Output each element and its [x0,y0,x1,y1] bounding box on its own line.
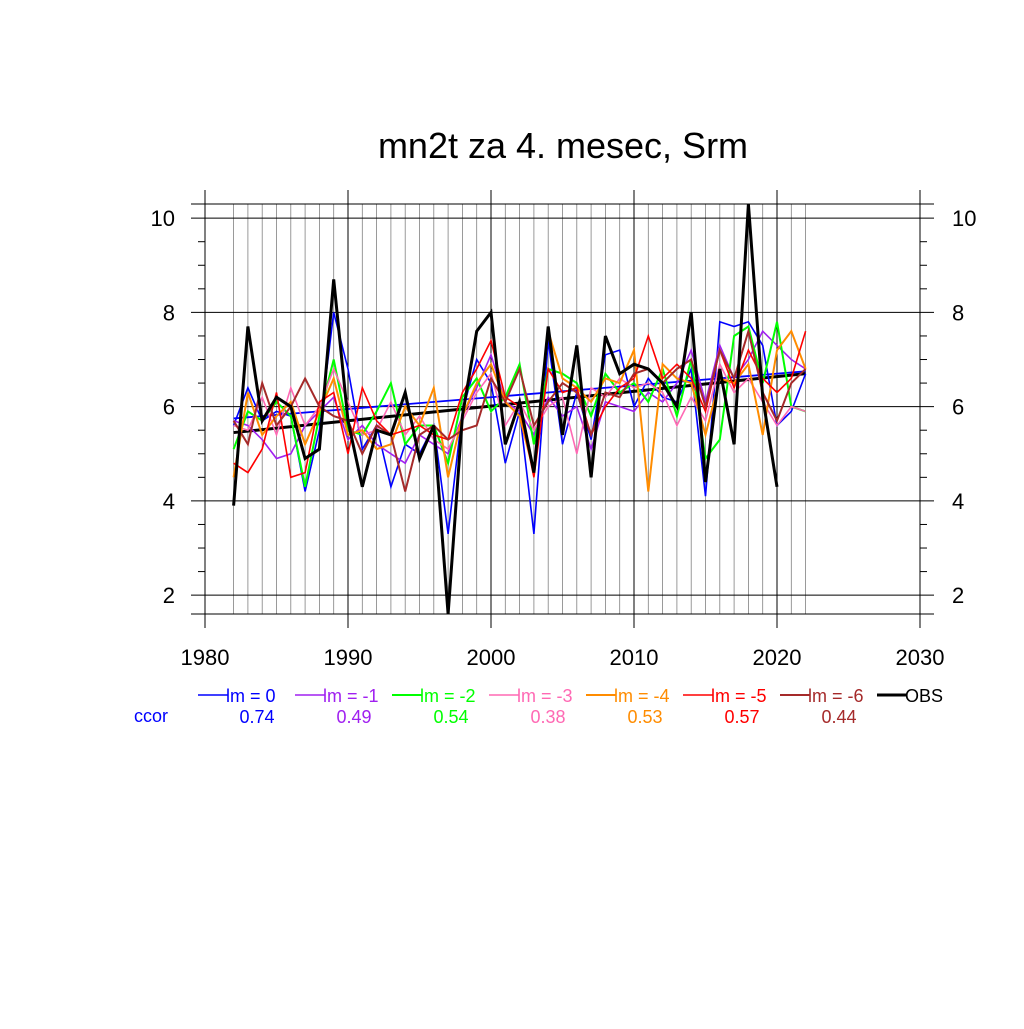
ccor-value: 0.74 [239,707,274,727]
y-tick-label-left: 6 [163,395,175,420]
x-tick-label: 2020 [753,645,802,670]
legend-label: OBS [905,686,943,706]
y-tick-label-right: 8 [952,300,964,325]
axes-layer: 2 2 4 4 6 6 8 8 10 10 1980 1990 2000 2010 2020 2030 [151,206,977,670]
x-tick-label: 1990 [324,645,373,670]
legend-label: lm = -1 [323,686,379,706]
y-tick-label-left: 8 [163,300,175,325]
x-tick-label: 2010 [610,645,659,670]
ccor-label: ccor [134,706,168,726]
y-tick-label-left: 10 [151,206,175,231]
y-tick-label-right: 2 [952,583,964,608]
ccor-value: 0.53 [627,707,662,727]
y-tick-label-left: 4 [163,489,175,514]
series-line-lm-1 [233,329,807,465]
x-tick-label: 2030 [896,645,945,670]
ccor-value: 0.49 [336,707,371,727]
y-tick-label-left: 2 [163,583,175,608]
legend-label: lm = -2 [420,686,476,706]
ccor-value: 0.54 [433,707,468,727]
y-tick-label-right: 6 [952,395,964,420]
legend-label: lm = -5 [711,686,767,706]
legend-label: lm = -3 [517,686,573,706]
legend-label: lm = -4 [614,686,670,706]
trend-line [233,370,806,420]
legend-label: lm = -6 [808,686,864,706]
legend-label: lm = 0 [226,686,276,706]
chart-title: mn2t za 4. mesec, Srm [378,125,748,166]
y-tick-label-right: 4 [952,489,964,514]
series-layer [232,203,807,615]
grid-layer [191,190,934,628]
y-tick-label-right: 10 [952,206,976,231]
x-tick-label: 1980 [181,645,230,670]
ccor-value: 0.38 [530,707,565,727]
series-line-lm-4 [232,329,807,492]
x-tick-label: 2000 [467,645,516,670]
ccor-value: 0.44 [821,707,856,727]
series-line-obs [232,203,779,615]
ccor-value: 0.57 [724,707,759,727]
series-line-lm-6 [232,327,807,492]
